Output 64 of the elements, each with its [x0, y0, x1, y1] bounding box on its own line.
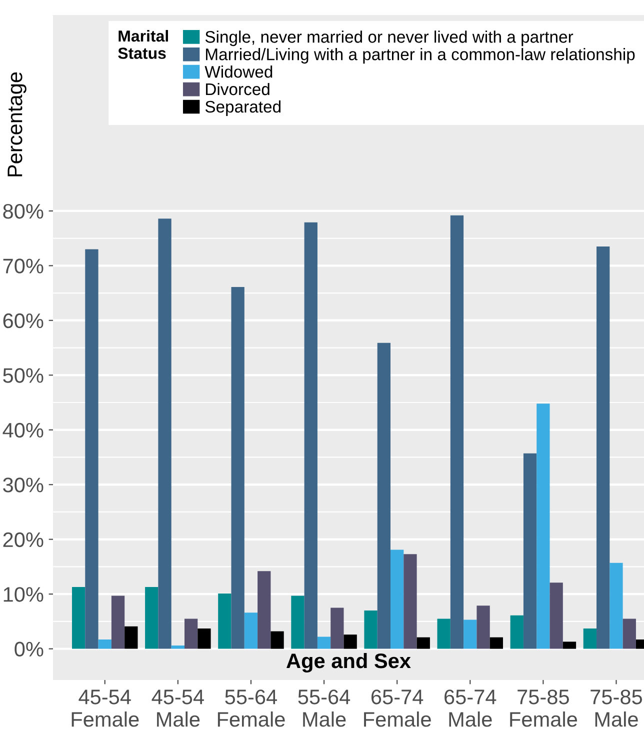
bar [270, 631, 284, 649]
bar [124, 626, 138, 649]
bar [416, 637, 430, 649]
y-tick-label: 50% [3, 368, 44, 383]
bar [404, 554, 417, 649]
bar [231, 287, 244, 649]
legend-label: Widowed [204, 65, 272, 78]
x-tick-label: 65-74 Female [364, 690, 431, 727]
bar [218, 594, 232, 649]
x-tick-label: 75-85 Male [590, 690, 642, 727]
bar [622, 618, 636, 649]
y-tick-label: 30% [3, 478, 44, 492]
bar [145, 586, 158, 649]
bar [85, 249, 98, 649]
bar [510, 615, 524, 649]
bar [171, 646, 184, 649]
bar [158, 218, 172, 649]
bar [464, 620, 477, 649]
bar [364, 610, 378, 649]
x-tick-label: 55-64 Female [218, 690, 285, 727]
x-tick-label: 65-74 Male [444, 690, 496, 727]
bar [344, 634, 357, 649]
bar [550, 582, 563, 649]
bar [596, 246, 610, 649]
bar [583, 628, 597, 649]
y-tick-label: 60% [3, 313, 44, 328]
y-tick-label: 40% [2, 422, 44, 438]
bar [111, 596, 125, 649]
x-tick-label: 45-54 Male [152, 690, 204, 727]
bar [244, 612, 258, 649]
y-tick-label: 0% [14, 642, 44, 657]
bar [258, 571, 271, 649]
bar [390, 550, 404, 649]
y-tick-label: 20% [3, 532, 44, 548]
bar [330, 608, 344, 649]
y-tick-label: 80% [3, 204, 44, 219]
bar [437, 618, 450, 649]
legend-title: Marital Status [118, 30, 168, 59]
bar [198, 628, 211, 649]
bar [317, 636, 331, 649]
y-tick-label: 70% [3, 258, 44, 274]
legend-label: Divorced [206, 82, 270, 96]
x-tick-label: 45-54 Female [72, 690, 139, 727]
bar [304, 222, 318, 649]
bar [536, 404, 550, 649]
bar [562, 642, 576, 649]
bar [490, 637, 504, 649]
bar [450, 215, 464, 649]
y-tick-label: 10% [4, 587, 44, 602]
legend-label: Separated [205, 100, 280, 116]
x-axis-title: Age and Sex [286, 652, 411, 672]
y-axis-title: Percentage [8, 72, 26, 176]
bar [610, 562, 623, 649]
bar [98, 640, 112, 649]
bar [291, 596, 304, 649]
x-tick-label: 55-64 Male [298, 690, 350, 727]
bar [72, 586, 86, 649]
legend-label: Single, never married or never lived with a partner [205, 30, 574, 46]
bar [184, 618, 198, 649]
bar [476, 606, 490, 649]
bar [523, 453, 537, 649]
bar [377, 342, 391, 649]
x-tick-label: 75-85 Female [510, 690, 577, 727]
legend-label: Married/Living with a partner in a common-law relationship [206, 48, 635, 64]
